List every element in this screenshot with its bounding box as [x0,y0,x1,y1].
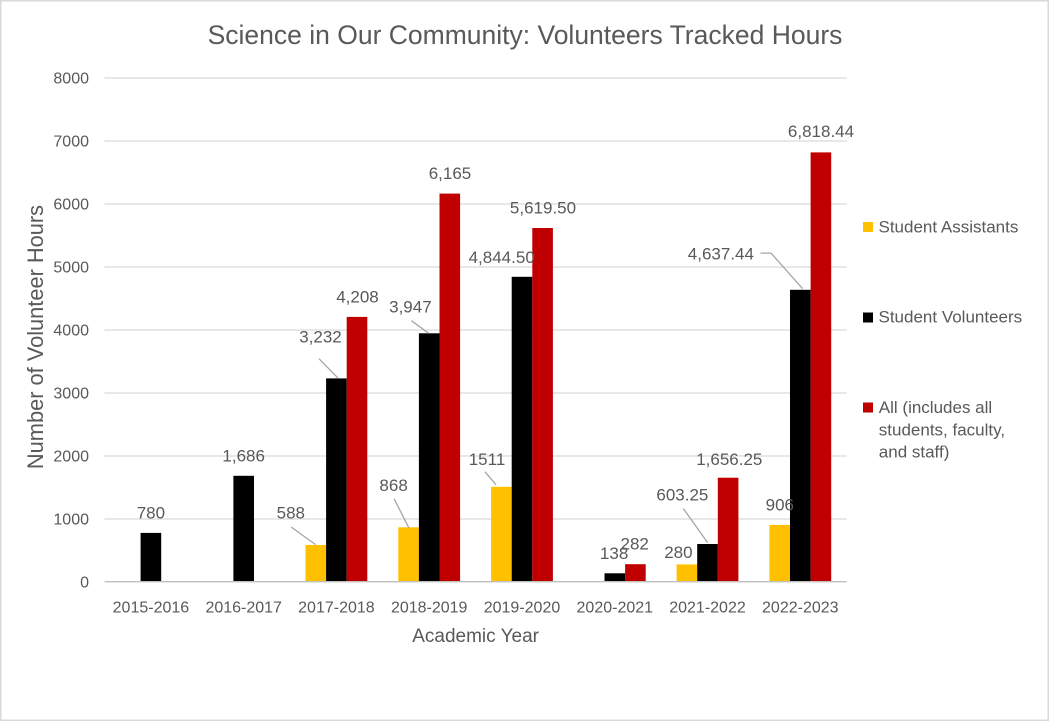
svg-text:students, faculty,: students, faculty, [879,420,1005,439]
svg-text:6000: 6000 [53,197,89,214]
svg-text:138: 138 [600,544,628,563]
svg-text:6,165: 6,165 [429,164,472,183]
svg-text:6,818.44: 6,818.44 [788,122,854,141]
svg-text:4000: 4000 [53,323,89,340]
svg-text:1000: 1000 [53,512,89,529]
svg-text:2015-2016: 2015-2016 [113,599,190,616]
svg-text:282: 282 [621,535,649,554]
svg-text:2017-2018: 2017-2018 [298,599,375,616]
svg-text:2020-2021: 2020-2021 [577,599,654,616]
svg-text:1,656.25: 1,656.25 [696,450,762,469]
svg-text:3000: 3000 [53,386,89,403]
svg-text:4,844.50: 4,844.50 [469,248,535,267]
svg-text:280: 280 [664,543,692,562]
svg-text:1,686: 1,686 [222,447,265,466]
svg-text:588: 588 [277,504,305,523]
svg-text:2016-2017: 2016-2017 [205,599,282,616]
svg-text:906: 906 [766,496,794,515]
svg-text:All (includes all: All (includes all [879,398,992,417]
svg-text:Academic Year: Academic Year [412,626,539,647]
svg-text:2019-2020: 2019-2020 [484,599,561,616]
svg-text:5,619.50: 5,619.50 [510,199,576,218]
svg-text:3,232: 3,232 [299,327,342,346]
svg-text:Student Assistants: Student Assistants [879,218,1019,237]
svg-text:1511: 1511 [469,450,506,469]
svg-text:2018-2019: 2018-2019 [391,599,468,616]
svg-text:3,947: 3,947 [389,297,432,316]
svg-text:and staff): and staff) [879,443,950,462]
svg-text:5000: 5000 [53,260,89,277]
svg-text:2021-2022: 2021-2022 [669,599,746,616]
svg-text:2000: 2000 [53,449,89,466]
svg-text:7000: 7000 [53,134,89,151]
svg-text:780: 780 [137,504,165,523]
svg-text:868: 868 [379,476,407,495]
svg-text:Student Volunteers: Student Volunteers [879,308,1023,327]
svg-text:2022-2023: 2022-2023 [762,599,839,616]
svg-text:Number of Volunteer Hours: Number of Volunteer Hours [23,205,48,469]
svg-text:4,637.44: 4,637.44 [688,244,754,263]
svg-text:603.25: 603.25 [656,485,708,504]
svg-text:0: 0 [80,575,89,592]
svg-text:4,208: 4,208 [336,288,379,307]
svg-text:Science in Our Community: Volu: Science in Our Community: Volunteers Tra… [208,20,843,50]
svg-text:8000: 8000 [53,71,89,88]
